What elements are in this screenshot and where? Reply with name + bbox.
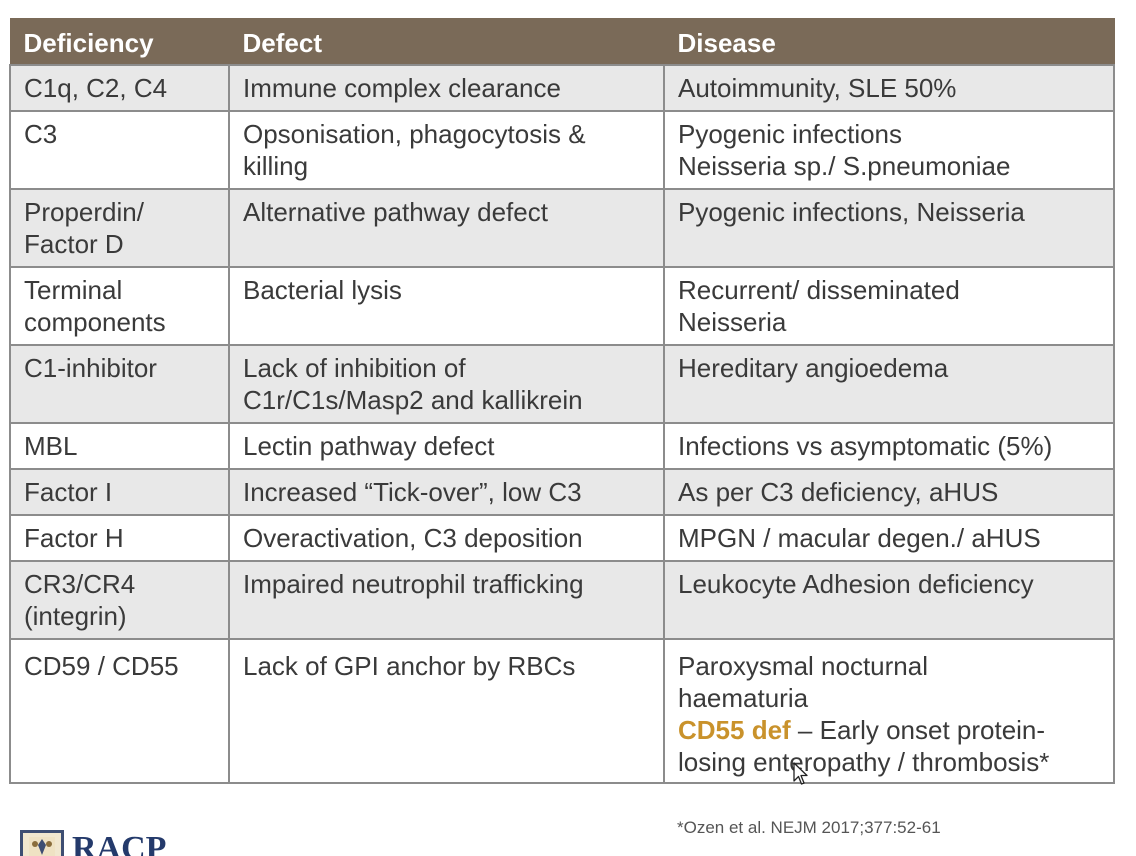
- complement-deficiency-table: Deficiency Defect Disease C1q, C2, C4 Im…: [9, 18, 1115, 784]
- table-header-row: Deficiency Defect Disease: [9, 18, 1115, 65]
- cell-text: Leukocyte Adhesion deficiency: [678, 569, 1034, 599]
- cell-text: Terminal: [24, 275, 123, 305]
- cell-text: Properdin/: [24, 197, 144, 227]
- cell-text: Pyogenic infections: [678, 119, 903, 149]
- cell-text: Recurrent/ disseminated: [678, 275, 960, 305]
- defect-cell: Lack of inhibition of C1r/C1s/Masp2 and …: [228, 344, 665, 424]
- disease-cell: Pyogenic infections Neisseria sp./ S.pne…: [663, 110, 1115, 190]
- cell-text: C1q, C2, C4: [24, 73, 168, 103]
- deficiency-cell: C1-inhibitor: [9, 344, 230, 424]
- header-deficiency: Deficiency: [9, 18, 230, 65]
- footnote-citation: *Ozen et al. NEJM 2017;377:52-61: [677, 818, 941, 837]
- defect-cell: Immune complex clearance: [228, 64, 665, 112]
- disease-cell: MPGN / macular degen./ aHUS: [663, 514, 1115, 562]
- deficiency-cell: CR3/CR4 (integrin): [9, 560, 230, 640]
- disease-cell: Leukocyte Adhesion deficiency: [663, 560, 1115, 640]
- table-row: C1q, C2, C4 Immune complex clearance Aut…: [9, 64, 1115, 112]
- cell-text: C1r/C1s/Masp2 and kallikrein: [243, 385, 583, 415]
- cell-text: C1-inhibitor: [24, 353, 157, 383]
- defect-cell: Bacterial lysis: [228, 266, 665, 346]
- cell-text: Pyogenic infections, Neisseria: [678, 197, 1025, 227]
- cell-text: Increased “Tick-over”, low C3: [243, 477, 582, 507]
- deficiency-cell: MBL: [9, 422, 230, 470]
- deficiency-cell: Factor H: [9, 514, 230, 562]
- cell-text: MPGN / macular degen./ aHUS: [678, 523, 1041, 553]
- defect-cell: Opsonisation, phagocytosis & killing: [228, 110, 665, 190]
- cell-text: haematuria: [678, 683, 809, 713]
- cell-text: C3: [24, 119, 58, 149]
- table-row: Properdin/ Factor D Alternative pathway …: [9, 188, 1115, 268]
- disease-cell: Recurrent/ disseminated Neisseria: [663, 266, 1115, 346]
- deficiency-cell: C3: [9, 110, 230, 190]
- cell-text: CD59 / CD55: [24, 651, 179, 681]
- table-row: C3 Opsonisation, phagocytosis & killing …: [9, 110, 1115, 190]
- cell-text: Lack of inhibition of: [243, 353, 466, 383]
- disease-cell: Infections vs asymptomatic (5%): [663, 422, 1115, 470]
- deficiency-cell: Terminal components: [9, 266, 230, 346]
- defect-cell: Impaired neutrophil trafficking: [228, 560, 665, 640]
- cell-text: Factor I: [24, 477, 113, 507]
- cell-text: Lack of GPI anchor by RBCs: [243, 651, 576, 681]
- cell-text: Paroxysmal nocturnal: [678, 651, 928, 681]
- deficiency-cell: CD59 / CD55: [9, 638, 230, 784]
- cell-text: Opsonisation, phagocytosis &: [243, 119, 586, 149]
- cell-text: Lectin pathway defect: [243, 431, 495, 461]
- cell-text: Immune complex clearance: [243, 73, 561, 103]
- cd55-highlight: CD55 def: [678, 715, 791, 745]
- cell-text: Bacterial lysis: [243, 275, 402, 305]
- cell-text: Factor D: [24, 229, 124, 259]
- cell-text: components: [24, 307, 166, 337]
- table-row: MBL Lectin pathway defect Infections vs …: [9, 422, 1115, 470]
- cell-text: (integrin): [24, 601, 127, 631]
- defect-cell: Increased “Tick-over”, low C3: [228, 468, 665, 516]
- logo-text: RACP: [72, 830, 167, 856]
- cell-text: Alternative pathway defect: [243, 197, 548, 227]
- cell-text: MBL: [24, 431, 78, 461]
- cell-text: Neisseria: [678, 307, 787, 337]
- mouse-cursor-icon: [793, 762, 808, 785]
- cd55-note-line: CD55 def – Early onset protein-: [678, 714, 1100, 746]
- cell-text: As per C3 deficiency, aHUS: [678, 477, 999, 507]
- table-row: Terminal components Bacterial lysis Recu…: [9, 266, 1115, 346]
- defect-cell: Overactivation, C3 deposition: [228, 514, 665, 562]
- racp-logo: RACP: [20, 830, 166, 856]
- defect-cell: Lack of GPI anchor by RBCs: [228, 638, 665, 784]
- disease-cell: Autoimmunity, SLE 50%: [663, 64, 1115, 112]
- cell-text: Overactivation, C3 deposition: [243, 523, 583, 553]
- cell-text: Factor H: [24, 523, 124, 553]
- cell-text: Impaired neutrophil trafficking: [243, 569, 584, 599]
- cell-text: killing: [243, 151, 309, 181]
- defect-cell: Alternative pathway defect: [228, 188, 665, 268]
- table-row: Factor H Overactivation, C3 deposition M…: [9, 514, 1115, 562]
- header-disease: Disease: [663, 18, 1115, 65]
- cell-text: Neisseria sp./ S.pneumoniae: [678, 151, 1011, 181]
- cd55-note-line2: losing enteropathy / thrombosis*: [678, 747, 1050, 777]
- defect-cell: Lectin pathway defect: [228, 422, 665, 470]
- cell-text: CR3/CR4: [24, 569, 136, 599]
- disease-cell: Hereditary angioedema: [663, 344, 1115, 424]
- header-defect: Defect: [228, 18, 665, 65]
- cell-text: Hereditary angioedema: [678, 353, 949, 383]
- disease-cell: Paroxysmal nocturnal haematuria CD55 def…: [663, 638, 1115, 784]
- cell-text: Autoimmunity, SLE 50%: [678, 73, 957, 103]
- deficiency-cell: Factor I: [9, 468, 230, 516]
- table-row: Factor I Increased “Tick-over”, low C3 A…: [9, 468, 1115, 516]
- cd55-note-text: – Early onset protein-: [790, 715, 1046, 745]
- disease-cell: Pyogenic infections, Neisseria: [663, 188, 1115, 268]
- deficiency-cell: C1q, C2, C4: [9, 64, 230, 112]
- disease-cell: As per C3 deficiency, aHUS: [663, 468, 1115, 516]
- table-row: CR3/CR4 (integrin) Impaired neutrophil t…: [9, 560, 1115, 640]
- crest-icon: [20, 830, 64, 856]
- table-row: C1-inhibitor Lack of inhibition of C1r/C…: [9, 344, 1115, 424]
- cell-text: Infections vs asymptomatic (5%): [678, 431, 1053, 461]
- table-row: CD59 / CD55 Lack of GPI anchor by RBCs P…: [9, 638, 1115, 784]
- deficiency-cell: Properdin/ Factor D: [9, 188, 230, 268]
